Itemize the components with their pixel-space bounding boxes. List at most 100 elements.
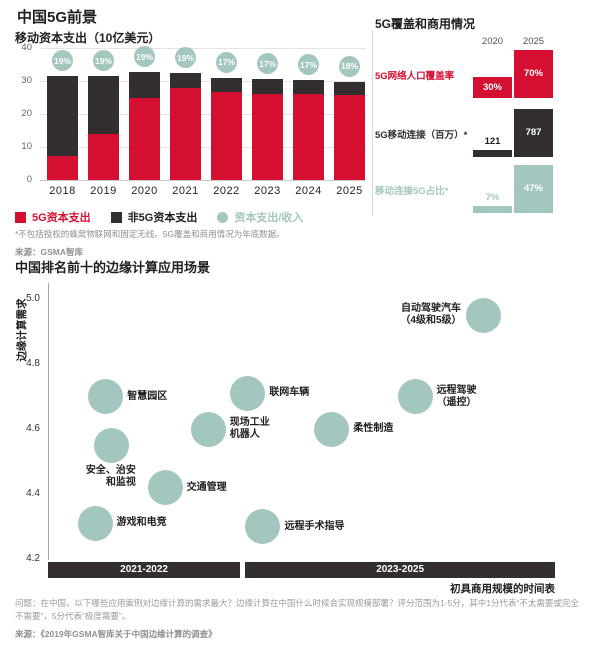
capex-y-tick: 0 <box>26 174 32 185</box>
capex-ratio-badge: 19% <box>52 50 73 72</box>
edge-bubble <box>147 470 183 505</box>
capex-ratio-badge: 19% <box>175 47 196 69</box>
capex-x-tick: 2023 <box>254 185 281 197</box>
edge-bubble <box>77 505 113 541</box>
capex-bar-5g <box>47 155 78 180</box>
edge-y-tick: 4.8 <box>26 358 40 369</box>
edge-bubble-label: 远程驾驶 （遥控） <box>436 384 477 408</box>
edge-bubble <box>190 411 226 447</box>
edge-bubble <box>465 297 501 333</box>
red-square-swatch-icon <box>15 211 26 223</box>
coverage-bar <box>473 77 512 98</box>
capex-x-tick: 2025 <box>336 185 363 197</box>
capex-footnote: *不包括授权的蜂窝物联网和固定无线。5G覆盖和商用情况为年底数据。 <box>15 229 285 239</box>
edge-x-axis-label: 初具商用规模的时间表 <box>450 583 555 595</box>
legend-item-5g-capex: 5G资本支出 <box>15 209 91 225</box>
coverage-bar-value: 30% <box>482 81 502 93</box>
coverage-column-2025: 2025 <box>522 36 545 47</box>
coverage-bar-value: 7% <box>485 192 500 203</box>
coverage-bar-value: 121 <box>484 136 501 147</box>
coverage-bar-value: 70% <box>523 68 543 79</box>
edge-y-tick: 5.0 <box>26 293 40 304</box>
edge-chart-title: 中国排名前十的边缘计算应用场景 <box>15 260 211 275</box>
capex-bar-non5g <box>334 81 365 96</box>
legend-label: 资本支出/收入 <box>234 212 304 224</box>
capex-y-tick: 20 <box>21 108 32 119</box>
black-square-swatch-icon <box>110 211 122 223</box>
capex-bar-non5g <box>47 76 78 156</box>
coverage-bar-value: 47% <box>523 183 543 194</box>
capex-ratio-badge: 17% <box>298 54 319 76</box>
capex-bar-non5g <box>252 79 283 94</box>
coverage-bar <box>514 109 553 157</box>
page-title: 中国5G前景 <box>17 9 98 26</box>
capex-y-tick: 30 <box>21 75 32 86</box>
edge-bubble <box>230 375 266 411</box>
capex-x-tick: 2022 <box>213 185 240 197</box>
capex-chart-title: 移动资本支出（10亿美元） <box>15 31 161 45</box>
capex-bar-5g <box>129 97 160 180</box>
coverage-bar <box>473 150 512 157</box>
edge-bubble <box>94 427 130 463</box>
capex-x-tick: 2021 <box>172 185 199 197</box>
edge-period-bar: 2023-2025 <box>245 562 555 578</box>
edge-period-bar: 2021-2022 <box>48 562 241 578</box>
capex-x-tick: 2020 <box>131 185 158 197</box>
coverage-row-label: 5G网络人口覆盖率 <box>375 71 455 82</box>
capex-bar-non5g <box>88 76 119 135</box>
capex-y-tick: 10 <box>21 141 32 152</box>
coverage-column-2020: 2020 <box>481 36 504 47</box>
coverage-bar <box>473 206 512 213</box>
edge-bubble <box>88 379 124 414</box>
edge-y-tick: 4.2 <box>26 553 40 564</box>
edge-bubble-label: 柔性制造 <box>353 423 394 434</box>
edge-bubble-label: 远程手术指导 <box>284 520 345 532</box>
edge-bubble-label: 自动驾驶汽车 （4级和5级） <box>400 303 462 327</box>
capex-bar-5g <box>293 94 324 180</box>
coverage-bar <box>514 50 553 98</box>
capex-legend: 5G资本支出 非5G资本支出 资本支出/收入 <box>15 209 303 225</box>
capex-bar-5g <box>170 87 201 180</box>
capex-bar-5g <box>252 93 283 180</box>
edge-bubble-label: 联网车辆 <box>269 387 310 399</box>
coverage-bar <box>514 165 553 213</box>
edge-bubble <box>397 379 433 414</box>
edge-y-tick: 4.6 <box>26 423 40 434</box>
legend-label: 非5G资本支出 <box>127 212 198 224</box>
coverage-row-label: 移动连接5G占比* <box>375 186 449 197</box>
capex-gridline <box>40 114 366 115</box>
capex-bar-non5g <box>170 73 201 88</box>
legend-item-capex-revenue-ratio: 资本支出/收入 <box>217 209 303 225</box>
capex-gridline <box>40 147 366 148</box>
capex-bar-5g <box>211 91 242 180</box>
capex-ratio-badge: 17% <box>216 51 237 73</box>
teal-circle-swatch-icon <box>217 211 229 223</box>
edge-bubble-label: 安全、治安 和监视 <box>85 464 136 488</box>
edge-source: 来源：《2019年GSMA智库关于中国边缘计算的调查》 <box>15 629 217 639</box>
capex-y-tick: 40 <box>21 42 32 53</box>
capex-gridline <box>40 48 366 49</box>
edge-y-axis-line <box>48 283 49 560</box>
capex-bar-non5g <box>211 77 242 92</box>
coverage-bar-value: 787 <box>525 127 542 138</box>
coverage-row-label: 5G移动连接（百万）* <box>375 130 468 141</box>
capex-ratio-badge: 17% <box>257 53 278 75</box>
edge-bubble-label: 现场工业 机器人 <box>229 417 270 440</box>
legend-item-non5g-capex: 非5G资本支出 <box>110 209 198 225</box>
capex-bar-5g <box>88 134 119 180</box>
capex-x-tick: 2024 <box>295 185 322 197</box>
edge-bubble <box>314 411 350 447</box>
section-divider <box>372 30 373 216</box>
edge-bubble <box>245 509 281 544</box>
coverage-panel-title: 5G覆盖和商用情况 <box>375 17 476 31</box>
edge-bubble-label: 游戏和电竞 <box>116 517 167 529</box>
edge-question-footnote: 问题：在中国，以下哪些应用案例对边缘计算的需求最大？边缘计算在中国什么时候会实现… <box>15 598 579 622</box>
edge-bubble-label: 交通管理 <box>186 481 227 493</box>
edge-y-tick: 4.4 <box>26 488 40 499</box>
capex-source: 来源：GSMA智库 <box>15 247 84 257</box>
legend-label: 5G资本支出 <box>32 212 91 224</box>
capex-gridline <box>40 81 366 82</box>
capex-x-tick: 2018 <box>49 185 76 197</box>
capex-bar-5g <box>334 95 365 180</box>
